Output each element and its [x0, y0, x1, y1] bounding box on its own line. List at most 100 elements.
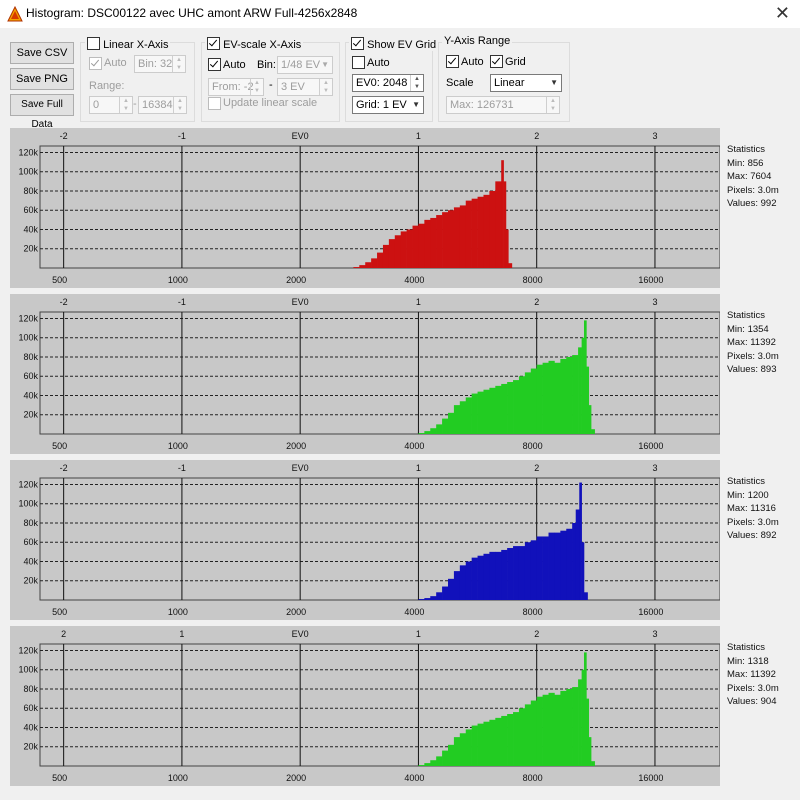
show-ev-grid-checkbox[interactable]: [351, 37, 364, 50]
ev-to-spin-icon[interactable]: ▲ ▼: [319, 79, 332, 95]
histogram-bar: [489, 719, 496, 766]
histogram-bar: [459, 401, 467, 434]
ev-tick-label: 2: [61, 629, 66, 639]
ev-scale-x-axis-label: EV-scale X-Axis: [223, 39, 302, 51]
save-csv-button[interactable]: Save CSV: [10, 42, 74, 64]
histogram-bar: [359, 265, 366, 268]
ev-from-spinner[interactable]: From: -2 ▲ ▼: [208, 78, 264, 96]
histogram-bar: [477, 196, 484, 268]
y-tick-label: 20k: [23, 244, 38, 254]
linear-range-to-spinner[interactable]: 16384 ▲ ▼: [138, 96, 187, 114]
y-grid-checkbox[interactable]: [490, 55, 503, 68]
y-tick-label: 80k: [23, 186, 38, 196]
histogram-bar: [584, 592, 588, 600]
ev-tick-label: EV0: [292, 297, 309, 307]
y-max-spinner[interactable]: Max: 126731 ▲ ▼: [446, 96, 560, 114]
y-tick-label: 80k: [23, 518, 38, 528]
linear-tick-label: 16000: [638, 441, 663, 451]
histogram-bar: [400, 231, 407, 268]
linear-x-axis-label: Linear X-Axis: [103, 39, 169, 51]
ev-from-value: From: -2: [212, 81, 254, 93]
histogram-bar: [371, 258, 378, 268]
linear-tick-label: 16000: [638, 607, 663, 617]
histogram-bar: [530, 368, 537, 434]
linear-bin-spinner[interactable]: Bin: 32 ▲ ▼: [134, 55, 186, 73]
histogram-bar: [483, 553, 490, 600]
y-tick-label: 40k: [23, 224, 38, 234]
histogram-bar: [501, 160, 504, 268]
histogram-bar: [507, 714, 514, 766]
histogram-bar: [453, 737, 461, 766]
linear-tick-label: 2000: [286, 441, 306, 451]
window-title: Histogram: DSC00122 avec UHC amont ARW F…: [26, 6, 358, 20]
plot-frame: [39, 311, 720, 435]
histogram-bar: [489, 387, 496, 434]
linear-tick-label: 500: [52, 441, 67, 451]
histogram-bar: [424, 219, 431, 268]
y-tick-label: 80k: [23, 352, 38, 362]
ev-scale-x-axis-checkbox[interactable]: [207, 37, 220, 50]
histogram-bar: [495, 181, 502, 268]
stat-values: Values: 892: [727, 530, 777, 541]
histogram-bar: [465, 729, 472, 766]
y-scale-label: Scale: [446, 77, 474, 89]
stat-max: Max: 11316: [727, 503, 776, 514]
y-tick-label: 120k: [18, 313, 38, 323]
ev-tick-label: 1: [416, 297, 421, 307]
update-linear-scale-checkbox[interactable]: [208, 97, 221, 110]
ev-tick-label: -1: [178, 297, 186, 307]
histogram-bar: [471, 557, 478, 600]
histogram-bar: [554, 532, 561, 600]
linear-range-to-spin-icon[interactable]: ▲ ▼: [173, 97, 186, 113]
histogram-chart-green1: 20k 40k 60k 80k 100k 120k -2 -1 EV0 1 2 3 500 1000 200…: [18, 297, 720, 451]
y-tick-label: 60k: [23, 537, 38, 547]
histogram-bar: [581, 542, 585, 600]
plot-frame: [39, 477, 720, 601]
histogram-bar: [584, 652, 587, 766]
histogram-bar: [471, 725, 478, 766]
ev-grid-auto-checkbox[interactable]: [352, 56, 365, 69]
y-tick-label: 40k: [23, 722, 38, 732]
histogram-bar: [581, 337, 585, 434]
ev-tick-label: 3: [652, 297, 657, 307]
linear-tick-label: 4000: [404, 607, 424, 617]
save-png-button[interactable]: Save PNG: [10, 68, 74, 90]
histogram-bar: [365, 262, 372, 268]
ev0-spinner[interactable]: EV0: 2048 ▲ ▼: [352, 74, 424, 92]
linear-bin-spin-icon[interactable]: ▲ ▼: [172, 56, 185, 72]
histogram-bar: [424, 763, 431, 766]
ev-bin-dropdown[interactable]: 1/48 EV ▼: [277, 56, 333, 74]
histogram-bar: [578, 347, 582, 434]
ev-tick-label: -2: [60, 297, 68, 307]
histogram-bar: [353, 267, 360, 268]
y-tick-label: 20k: [23, 742, 38, 752]
stat-pixels: Pixels: 3.0m: [727, 682, 779, 694]
linear-auto-checkbox[interactable]: [89, 57, 102, 70]
linear-tick-label: 4000: [404, 773, 424, 783]
histogram-bar: [518, 546, 526, 600]
ev-tick-label: 1: [416, 463, 421, 473]
histogram-panel-green1: 20k 40k 60k 80k 100k 120k -2 -1 EV0 1 2 3 500 1000 200…: [10, 294, 720, 454]
histogram-bar: [448, 744, 455, 766]
ev-grid-step-chevron-down-icon: ▼: [412, 100, 420, 109]
statistics-block: Statistics Min: 856 Max: 7604 Pixels: 3.0m V…: [727, 143, 779, 211]
y-max-spin-icon[interactable]: ▲ ▼: [546, 97, 559, 113]
linear-range-from-spin-icon[interactable]: ▲ ▼: [119, 97, 132, 113]
ev-bin-label: Bin:: [257, 59, 276, 71]
close-icon[interactable]: ✕: [774, 3, 790, 23]
histogram-bar: [572, 687, 579, 766]
ev-tick-label: -2: [60, 131, 68, 141]
histogram-bar: [542, 362, 549, 434]
linear-x-axis-checkbox[interactable]: [87, 37, 100, 50]
ev-from-spin-icon[interactable]: ▲ ▼: [250, 79, 263, 95]
ev0-spin-icon[interactable]: ▲ ▼: [410, 75, 423, 91]
ev-grid-step-dropdown[interactable]: Grid: 1 EV ▼: [352, 96, 424, 114]
linear-range-from-spinner[interactable]: 0 ▲ ▼: [89, 96, 133, 114]
histogram-bar: [424, 598, 431, 600]
ev-to-spinner[interactable]: 3 EV ▲ ▼: [277, 78, 333, 96]
y-auto-checkbox[interactable]: [446, 55, 459, 68]
y-scale-dropdown[interactable]: Linear ▼: [490, 74, 562, 92]
save-full-data-button[interactable]: Save Full Data: [10, 94, 74, 130]
ev-auto-checkbox[interactable]: [208, 58, 221, 71]
histogram-bar: [566, 528, 573, 600]
